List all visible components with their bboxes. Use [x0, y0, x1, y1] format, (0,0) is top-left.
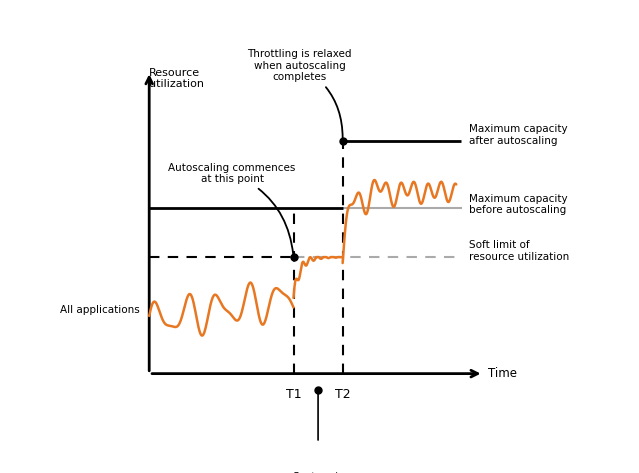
- Text: Time: Time: [488, 367, 518, 380]
- Text: Maximum capacity
after autoscaling: Maximum capacity after autoscaling: [468, 124, 567, 146]
- Text: Resource
utilization: Resource utilization: [150, 68, 204, 89]
- Text: Throttling is relaxed
when autoscaling
completes: Throttling is relaxed when autoscaling c…: [247, 49, 352, 138]
- Text: System is
throttled while
autoscaling occurs: System is throttled while autoscaling oc…: [269, 472, 367, 473]
- Text: Autoscaling commences
at this point: Autoscaling commences at this point: [169, 163, 296, 254]
- Text: T2: T2: [335, 388, 350, 401]
- Text: T1: T1: [286, 388, 302, 401]
- Text: All applications: All applications: [59, 305, 139, 315]
- Text: Soft limit of
resource utilization: Soft limit of resource utilization: [468, 240, 569, 262]
- Text: Maximum capacity
before autoscaling: Maximum capacity before autoscaling: [468, 194, 567, 215]
